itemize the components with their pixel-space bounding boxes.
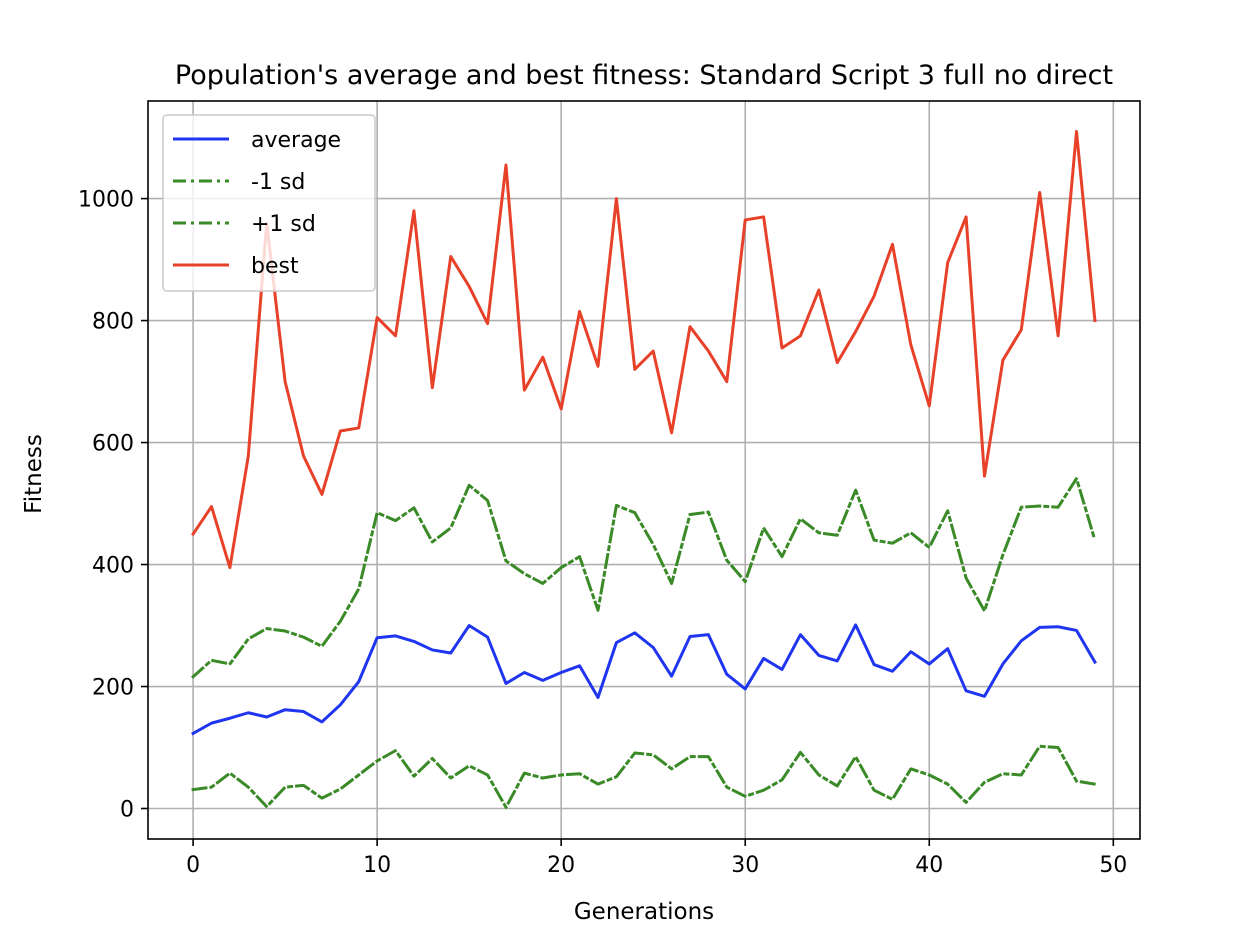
y-tick-label: 1000 [78, 188, 134, 213]
series-line-0 [191, 623, 1097, 736]
series-line-1 [191, 744, 1097, 809]
x-tick-label: 40 [915, 853, 943, 878]
x-tick-label: 20 [547, 853, 575, 878]
legend-box [162, 114, 376, 292]
x-axis-label: Generations [574, 899, 714, 925]
chart-title: Population's average and best fitness: S… [175, 60, 1113, 91]
x-tick-label: 30 [731, 853, 759, 878]
x-tick-label: 10 [363, 853, 391, 878]
legend-label: best [251, 254, 299, 279]
legend-label: average [251, 128, 341, 153]
y-tick-label: 800 [92, 310, 134, 335]
x-tick-label: 50 [1099, 853, 1127, 878]
axis-ticks: 0 10 20 30 40 50 0 200 400 600 800 1000 [78, 188, 1127, 878]
y-tick-label: 200 [92, 676, 134, 701]
y-tick-label: 600 [92, 432, 134, 457]
series-line-2 [190, 477, 1097, 679]
y-axis-label: Fitness [21, 434, 47, 514]
legend-label: +1 sd [251, 212, 316, 237]
legend-label: -1 sd [251, 170, 305, 195]
legend: average -1 sd +1 sd best [162, 114, 376, 292]
series-lines [190, 130, 1097, 809]
series-line-3 [191, 130, 1097, 570]
x-tick-label: 0 [186, 853, 200, 878]
y-tick-label: 400 [92, 554, 134, 579]
plot-frame [147, 100, 1141, 840]
y-tick-label: 0 [120, 798, 134, 823]
